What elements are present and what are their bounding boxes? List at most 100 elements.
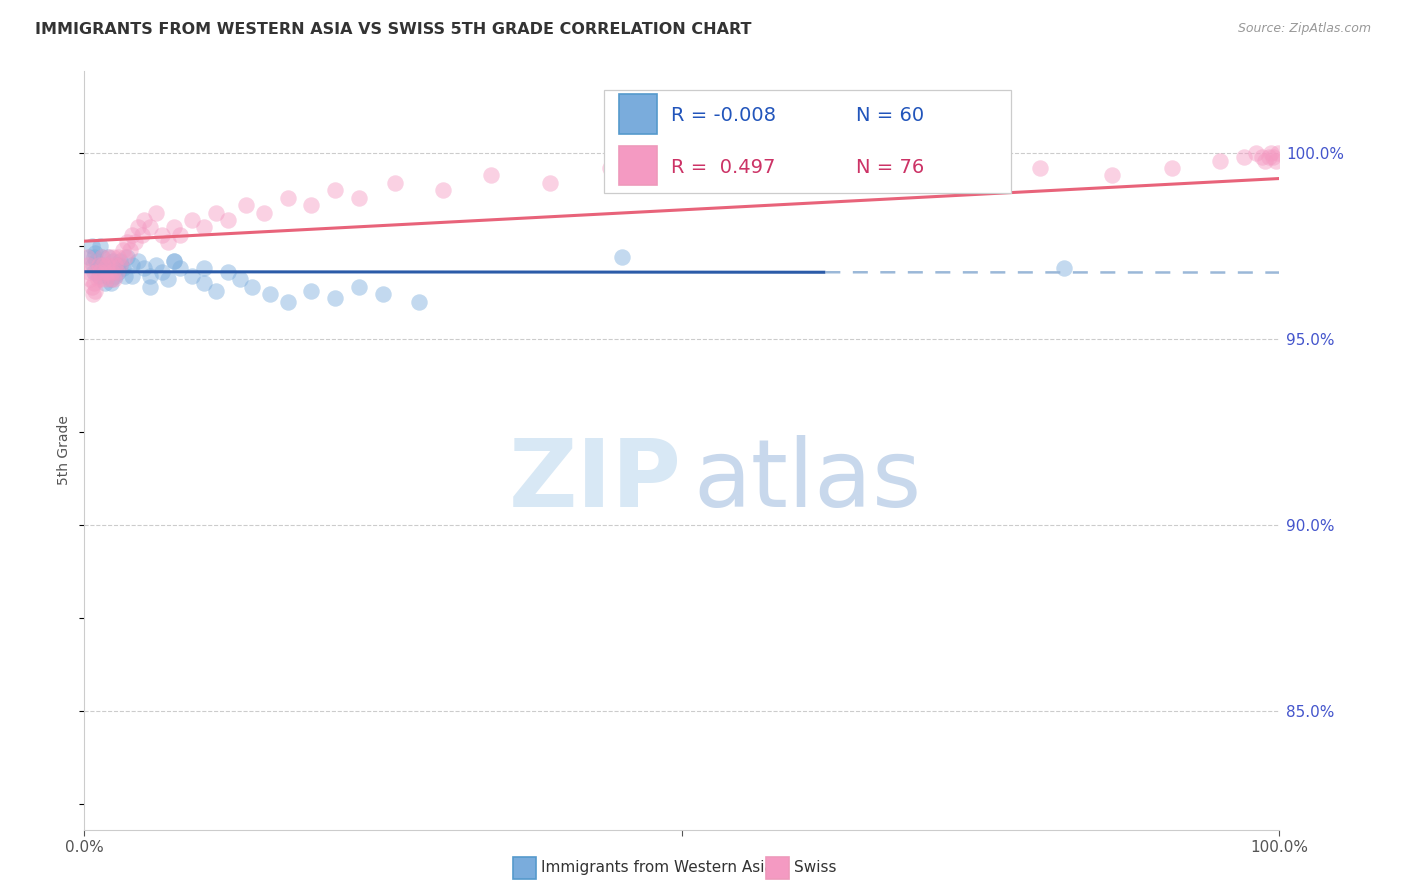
Point (301, 198, 323, 212)
Point (612, 250, 634, 264)
Point (253, 205, 276, 219)
Point (193, 220, 215, 235)
Point (101, 265, 124, 279)
Point (1260, 146, 1282, 161)
Point (117, 235, 139, 250)
Point (169, 227, 191, 242)
Point (1257, 150, 1279, 164)
Point (93, 258, 115, 272)
Point (94, 258, 117, 272)
Point (79, 272, 101, 286)
Point (93, 277, 115, 291)
Point (127, 220, 149, 235)
Point (77, 265, 100, 279)
Point (1101, 169, 1123, 183)
Point (110, 258, 132, 272)
Point (90, 272, 112, 286)
Point (111, 243, 134, 257)
Point (80, 280, 103, 294)
FancyBboxPatch shape (619, 95, 657, 134)
Point (540, 176, 562, 190)
Text: N = 76: N = 76 (856, 158, 924, 177)
Point (117, 250, 139, 264)
Point (103, 261, 125, 276)
Point (105, 258, 128, 272)
Point (97, 250, 120, 264)
Point (235, 198, 257, 212)
Point (98, 261, 121, 276)
Y-axis label: 5th Grade: 5th Grade (58, 416, 72, 485)
Point (87, 258, 110, 272)
Point (121, 227, 143, 242)
Text: atlas: atlas (695, 434, 922, 527)
Point (145, 258, 167, 272)
Point (384, 176, 406, 190)
Point (97, 265, 120, 279)
Point (96, 258, 118, 272)
Point (101, 265, 124, 279)
Point (91, 250, 114, 264)
Point (87, 268, 110, 283)
Point (91, 265, 114, 279)
Point (599, 161, 621, 175)
Point (1161, 161, 1184, 175)
Point (110, 253, 132, 268)
Point (1053, 261, 1076, 276)
Point (89, 239, 111, 253)
Text: ZIP: ZIP (509, 434, 682, 527)
Point (1244, 146, 1267, 161)
Text: Immigrants from Western Asia: Immigrants from Western Asia (541, 860, 775, 874)
Point (86, 253, 108, 268)
Point (90, 258, 112, 272)
Point (301, 284, 323, 298)
Point (100, 272, 122, 286)
Point (101, 250, 124, 264)
Point (80, 239, 103, 253)
Point (98, 250, 121, 264)
Point (169, 261, 191, 276)
Point (181, 213, 204, 227)
Point (373, 287, 395, 301)
Point (84, 284, 107, 298)
Point (163, 253, 186, 268)
Point (107, 250, 129, 264)
Point (217, 265, 239, 279)
Point (671, 169, 693, 183)
Point (229, 272, 252, 286)
Point (100, 277, 122, 291)
Point (83, 265, 105, 279)
Point (240, 280, 263, 294)
Point (84, 246, 107, 260)
Point (82, 287, 104, 301)
Text: R = -0.008: R = -0.008 (671, 106, 776, 126)
Point (131, 227, 153, 242)
Point (157, 235, 180, 250)
Point (105, 265, 128, 279)
Point (101, 253, 124, 268)
Point (93, 265, 115, 279)
Point (193, 261, 215, 276)
FancyBboxPatch shape (619, 145, 657, 185)
Point (114, 250, 136, 264)
Point (132, 213, 156, 227)
Text: Source: ZipAtlas.com: Source: ZipAtlas.com (1237, 22, 1371, 36)
Point (217, 213, 239, 227)
Point (104, 258, 127, 272)
Point (277, 294, 299, 309)
Point (121, 268, 143, 283)
Point (181, 268, 204, 283)
Point (957, 169, 980, 183)
Point (139, 268, 162, 283)
Point (110, 258, 132, 272)
Point (103, 272, 125, 286)
Point (100, 272, 122, 286)
Text: R =  0.497: R = 0.497 (671, 158, 776, 177)
Point (111, 261, 134, 276)
Point (150, 265, 173, 279)
Point (1209, 153, 1232, 168)
Point (325, 183, 347, 197)
Point (114, 268, 136, 283)
Point (139, 220, 162, 235)
Point (259, 287, 281, 301)
Point (139, 280, 162, 294)
